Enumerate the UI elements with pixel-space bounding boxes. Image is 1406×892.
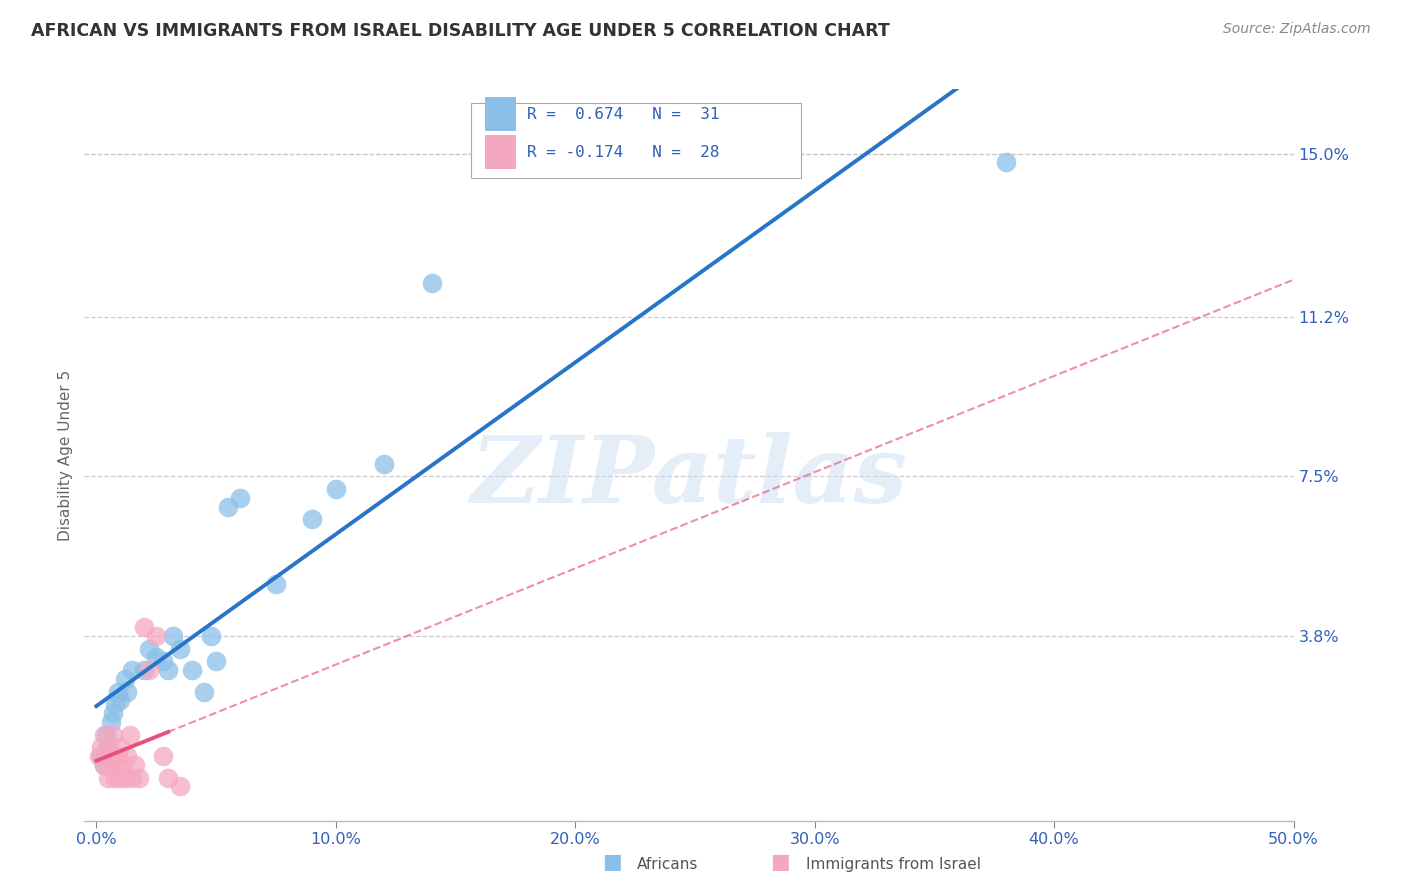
Point	[124, 757, 146, 772]
Point	[111, 757, 134, 772]
Point	[121, 663, 143, 677]
Point	[101, 728, 124, 742]
Point	[138, 641, 160, 656]
Point	[101, 706, 124, 720]
Point	[97, 740, 120, 755]
Point	[134, 663, 156, 677]
Point	[93, 728, 115, 742]
Point	[118, 728, 141, 742]
Point	[169, 641, 191, 656]
Point	[100, 757, 122, 772]
Point	[995, 155, 1018, 169]
Point	[145, 650, 167, 665]
Point	[90, 740, 112, 755]
Point	[110, 693, 132, 707]
Point	[117, 684, 139, 698]
Point	[264, 577, 287, 591]
Point	[157, 663, 180, 677]
Y-axis label: Disability Age Under 5: Disability Age Under 5	[58, 369, 73, 541]
Point	[145, 629, 167, 643]
Text: ZIPatlas: ZIPatlas	[471, 432, 907, 522]
Point	[104, 698, 127, 712]
Text: Source: ZipAtlas.com: Source: ZipAtlas.com	[1223, 22, 1371, 37]
Point	[97, 740, 120, 755]
Point	[205, 655, 228, 669]
Point	[87, 749, 110, 764]
Point	[200, 629, 222, 643]
Point	[193, 684, 215, 698]
Point	[157, 771, 180, 785]
Point	[97, 771, 120, 785]
Point	[162, 629, 184, 643]
Text: R = -0.174   N =  28: R = -0.174 N = 28	[527, 145, 720, 161]
Point	[117, 749, 139, 764]
Point	[152, 749, 174, 764]
Point	[104, 757, 127, 772]
Text: Immigrants from Israel: Immigrants from Israel	[806, 857, 980, 872]
Point	[420, 276, 443, 290]
Point	[93, 757, 115, 772]
Point	[100, 714, 122, 729]
Text: ■: ■	[602, 853, 621, 872]
Point	[152, 655, 174, 669]
Point	[94, 728, 117, 742]
Point	[114, 672, 136, 686]
Point	[169, 779, 191, 793]
Point	[104, 771, 127, 785]
Text: ■: ■	[770, 853, 790, 872]
Text: AFRICAN VS IMMIGRANTS FROM ISRAEL DISABILITY AGE UNDER 5 CORRELATION CHART: AFRICAN VS IMMIGRANTS FROM ISRAEL DISABI…	[31, 22, 890, 40]
Point	[107, 749, 129, 764]
Point	[121, 771, 143, 785]
Point	[101, 749, 124, 764]
Point	[94, 749, 117, 764]
Point	[301, 512, 323, 526]
Point	[110, 771, 132, 785]
Point	[325, 483, 347, 497]
Point	[181, 663, 204, 677]
Point	[138, 663, 160, 677]
Point	[373, 457, 395, 471]
Point	[114, 771, 136, 785]
Point	[217, 500, 239, 514]
Point	[229, 491, 252, 505]
Point	[134, 620, 156, 634]
Text: Africans: Africans	[637, 857, 699, 872]
Text: R =  0.674   N =  31: R = 0.674 N = 31	[527, 107, 720, 122]
Point	[110, 740, 132, 755]
Point	[90, 749, 112, 764]
Point	[128, 771, 150, 785]
Point	[93, 757, 115, 772]
Point	[107, 684, 129, 698]
